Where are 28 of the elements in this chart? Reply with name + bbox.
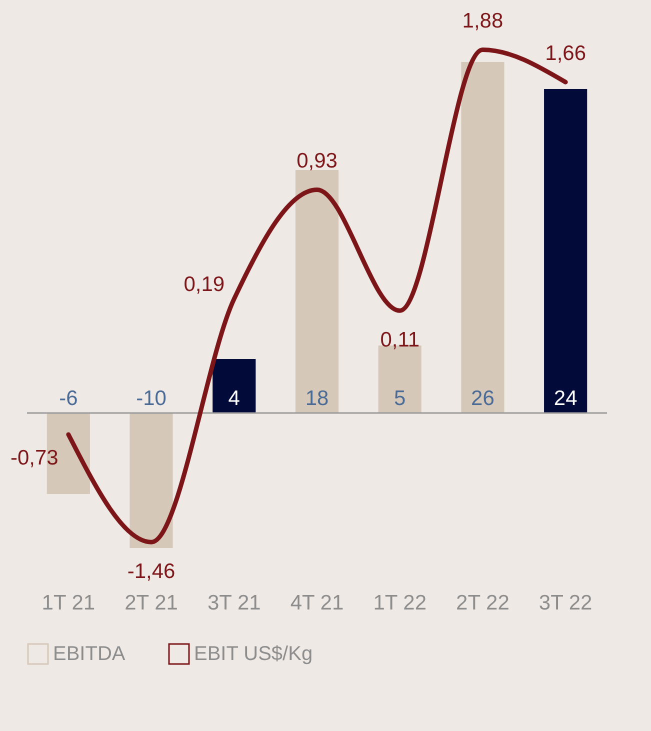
bar — [295, 170, 339, 413]
data-label: 5 — [394, 387, 406, 410]
data-label: 0,11 — [380, 328, 420, 352]
data-label: 18 — [305, 387, 329, 410]
data-label: -1,46 — [127, 560, 176, 584]
x-tick-label: 2T 21 — [124, 592, 178, 614]
data-label: 0,19 — [184, 272, 225, 296]
data-label: 1,66 — [545, 42, 586, 66]
x-tick-label: 2T 22 — [456, 592, 510, 614]
bar — [212, 359, 256, 413]
data-label: 26 — [471, 387, 494, 410]
x-tick-label: 1T 21 — [42, 592, 96, 614]
x-tick-label: 4T 21 — [290, 592, 344, 614]
data-label: -10 — [136, 387, 166, 410]
data-label: -0,73 — [10, 446, 58, 470]
data-label: 0,93 — [296, 150, 338, 173]
legend-label: EBITDA — [53, 643, 126, 665]
data-label: -6 — [59, 387, 78, 410]
x-tick-label: 3T 21 — [207, 592, 261, 614]
data-label: 1,88 — [462, 10, 504, 33]
x-tick-label: 1T 22 — [373, 592, 427, 614]
bar — [130, 413, 173, 548]
data-label: 24 — [554, 387, 578, 410]
bar — [461, 62, 504, 413]
legend-label: EBIT US$/Kg — [194, 643, 313, 665]
bar — [544, 89, 588, 413]
data-label: 4 — [228, 387, 240, 410]
x-tick-label: 3T 22 — [538, 592, 592, 614]
